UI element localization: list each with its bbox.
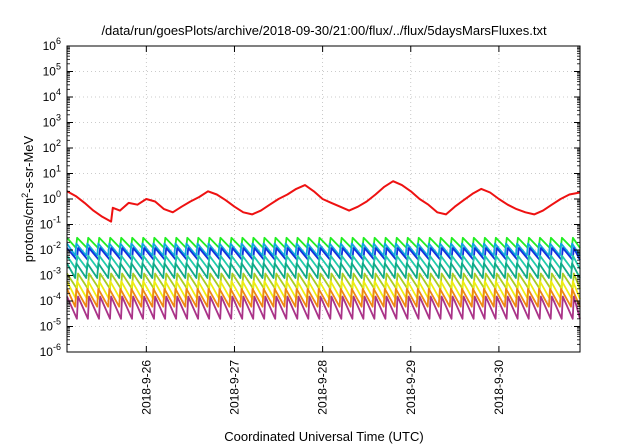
y-tick-base: 10 — [43, 192, 57, 206]
y-tick-label: 10-1 — [40, 215, 61, 232]
y-tick-exponent: 5 — [56, 62, 61, 72]
y-tick-label: 105 — [43, 62, 61, 79]
series-line — [66, 254, 581, 270]
y-tick-exponent: -3 — [53, 266, 61, 276]
series-line — [66, 242, 581, 257]
y-tick-base: 10 — [43, 90, 57, 104]
y-tick-label: 10-6 — [40, 342, 61, 359]
y-tick-base: 10 — [40, 294, 54, 308]
y-tick-label: 101 — [43, 164, 61, 181]
x-tick-label: 2018-9-26 — [139, 360, 153, 415]
y-axis: 10-610-510-410-310-210-11001011021031041… — [40, 36, 580, 359]
y-tick-base: 10 — [40, 218, 54, 232]
y-tick-exponent: -1 — [53, 215, 61, 225]
y-axis-label-rest: -s-sr-MeV — [21, 135, 36, 192]
y-tick-label: 100 — [43, 189, 61, 206]
series-line — [66, 247, 581, 261]
x-tick-label: 2018-9-29 — [404, 360, 418, 415]
x-axis-label: Coordinated Universal Time (UTC) — [224, 429, 423, 444]
y-tick-label: 10-5 — [40, 317, 61, 334]
series-line — [66, 180, 581, 223]
y-tick-label: 102 — [43, 138, 61, 155]
y-tick-exponent: 1 — [56, 164, 61, 174]
y-axis-label: protons/cm2-s-sr-MeV — [20, 135, 36, 262]
y-tick-base: 10 — [43, 65, 57, 79]
y-tick-base: 10 — [40, 269, 54, 283]
y-tick-base: 10 — [40, 345, 54, 359]
y-axis-label-superscript: 2 — [20, 193, 30, 198]
y-tick-base: 10 — [40, 320, 54, 334]
x-tick-label: 2018-9-27 — [227, 360, 241, 415]
series-line — [66, 287, 581, 308]
y-tick-label: 106 — [43, 36, 61, 53]
y-tick-base: 10 — [43, 116, 57, 130]
y-tick-base: 10 — [43, 39, 57, 53]
y-tick-exponent: -5 — [53, 317, 61, 327]
y-tick-exponent: 2 — [56, 138, 61, 148]
y-tick-exponent: -2 — [53, 240, 61, 250]
series-line — [66, 262, 581, 279]
y-tick-base: 10 — [43, 141, 57, 155]
series-line — [66, 295, 581, 320]
y-tick-exponent: 3 — [56, 113, 61, 123]
y-tick-exponent: -4 — [53, 291, 61, 301]
y-tick-label: 10-4 — [40, 291, 61, 308]
y-tick-exponent: 6 — [56, 36, 61, 46]
x-tick-label: 2018-9-28 — [316, 360, 330, 415]
y-tick-label: 103 — [43, 113, 61, 130]
series-layer — [66, 180, 581, 320]
chart-title: /data/run/goesPlots/archive/2018-09-30/2… — [101, 23, 547, 38]
y-tick-exponent: 0 — [56, 189, 61, 199]
y-tick-label: 104 — [43, 87, 61, 104]
y-tick-base: 10 — [43, 167, 57, 181]
y-tick-exponent: -6 — [53, 342, 61, 352]
y-tick-exponent: 4 — [56, 87, 61, 97]
x-tick-label: 2018-9-30 — [492, 360, 506, 415]
x-axis: 2018-9-26 2018-9-27 2018-9-28 2018-9-29 2018… — [139, 46, 506, 415]
y-tick-label: 10-3 — [40, 266, 61, 283]
y-axis-label-main: protons/cm — [21, 198, 36, 262]
y-tick-base: 10 — [40, 243, 54, 257]
y-tick-label: 10-2 — [40, 240, 61, 257]
